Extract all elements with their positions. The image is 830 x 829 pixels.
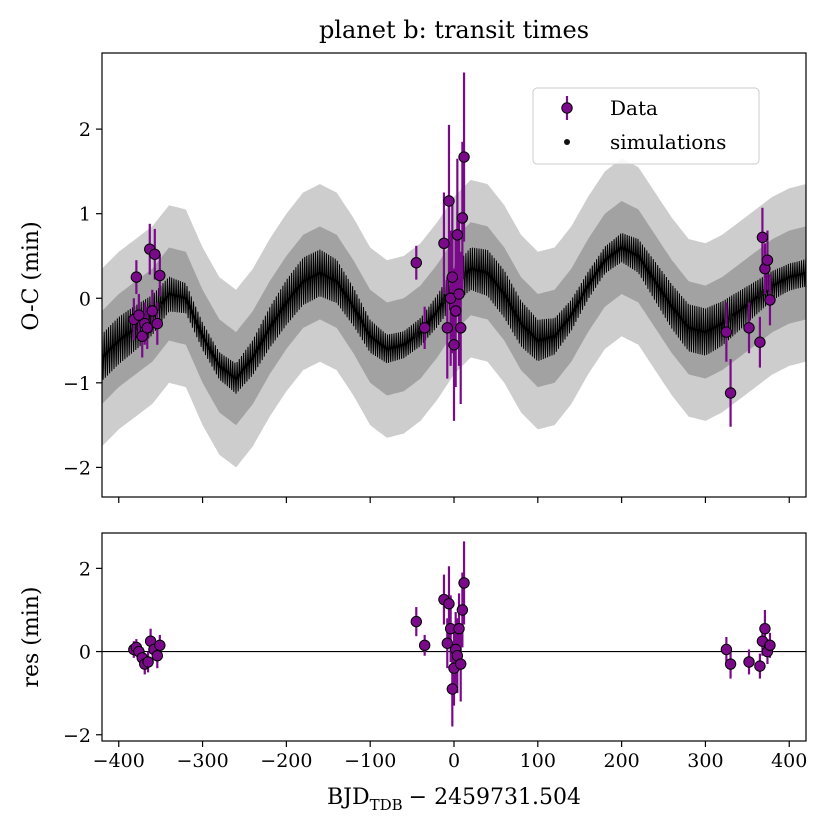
top-y-tick-label: −1 (63, 373, 91, 395)
top-data-point (130, 271, 143, 283)
bottom-data-point (754, 660, 766, 672)
top-data-point (446, 271, 459, 283)
top-data-point (449, 305, 462, 317)
bottom-frame (101, 532, 807, 742)
bottom-x-tick-label: −400 (93, 750, 145, 772)
top-frame (101, 52, 807, 498)
top-panel: −2 −1 0 1 2 Data simulations (63, 52, 807, 503)
top-y-tick-label: 1 (79, 204, 91, 226)
top-data-point (448, 339, 460, 351)
top-data-point (443, 195, 455, 207)
top-y-tick-label: 0 (79, 288, 91, 310)
top-data-point (418, 322, 431, 334)
legend: Data simulations (532, 87, 760, 165)
bottom-data-point (410, 615, 422, 628)
bottom-x-tick-label: −200 (260, 750, 312, 772)
bottom-data-point (724, 658, 737, 670)
bottom-data-point (151, 650, 164, 662)
legend-box (532, 87, 760, 165)
top-data-point (451, 229, 464, 241)
bottom-data-point (458, 577, 470, 589)
top-data-point (754, 336, 766, 348)
top-data-point (151, 317, 164, 330)
bottom-x-tick-label: −300 (176, 750, 228, 772)
top-data-point (453, 288, 465, 300)
top-y-tick-label: 2 (79, 119, 91, 141)
top-data-point (756, 231, 769, 244)
top-data-point (743, 322, 755, 334)
top-data-point (410, 257, 422, 269)
top-data-point (154, 269, 166, 282)
x-axis-label-main: BJD (327, 785, 370, 810)
bottom-data-point (441, 637, 453, 649)
bottom-y-tick-label: −2 (63, 725, 91, 747)
bottom-data-point (446, 683, 459, 695)
legend-simulations-marker (564, 139, 570, 145)
top-data-point (141, 322, 153, 334)
bottom-data-point (455, 658, 467, 670)
legend-label-data: Data (610, 96, 658, 120)
x-axis-label-subscript: TDB (370, 796, 403, 814)
bottom-data-point (743, 656, 755, 668)
simulation-dot (413, 332, 419, 338)
simulation-dot (157, 303, 163, 309)
top-data-point (441, 322, 453, 334)
bottom-panel: −400 −300 −200 −100 0 100 200 300 400 −2 0 2 (63, 532, 807, 772)
top-data-point (458, 151, 470, 163)
bottom-data-point (154, 639, 166, 652)
top-data-point (455, 322, 467, 334)
bottom-data-point (443, 598, 455, 610)
x-axis-label-rest: − 2459731.504 (409, 785, 581, 810)
y-axis-label-bottom: res (min) (19, 586, 44, 687)
top-y-tick-label: −2 (63, 457, 91, 479)
bottom-x-tick-label: 200 (603, 750, 639, 772)
bottom-x-tick-label: −100 (344, 750, 396, 772)
top-plot-area (102, 72, 806, 468)
bottom-x-tick-label: 400 (771, 750, 807, 772)
bottom-data-point (142, 656, 154, 668)
top-data-point (456, 212, 469, 224)
bottom-data-point (418, 639, 431, 652)
legend-data-marker (561, 102, 573, 114)
bottom-y-tick-label: 2 (79, 558, 91, 580)
bottom-x-tick-label: 0 (448, 750, 460, 772)
top-data-point (136, 330, 148, 343)
top-data-point (438, 237, 450, 249)
top-data-point (720, 326, 733, 338)
bottom-y-tick-label: 0 (79, 642, 91, 664)
top-data-point (149, 248, 161, 260)
chart-title: planet b: transit times (319, 16, 589, 44)
bottom-data-point (759, 622, 771, 635)
bottom-x-tick-label: 100 (520, 750, 556, 772)
top-data-point (146, 305, 158, 317)
legend-label-simulations: simulations (610, 130, 726, 154)
y-axis-label-top: O-C (min) (19, 221, 44, 330)
top-data-point (764, 294, 776, 306)
bottom-data-point (453, 622, 465, 635)
top-data-point (761, 254, 774, 266)
bottom-data-point (764, 639, 776, 652)
bottom-data-point (456, 604, 469, 616)
top-data-point (724, 387, 737, 399)
bottom-data-point (720, 643, 733, 656)
x-axis-label: BJDTDB − 2459731.504 (327, 785, 581, 814)
bottom-x-tick-label: 300 (687, 750, 723, 772)
simulation-dot (728, 314, 734, 320)
bottom-plot-area (102, 541, 806, 727)
top-data-point (133, 309, 145, 321)
